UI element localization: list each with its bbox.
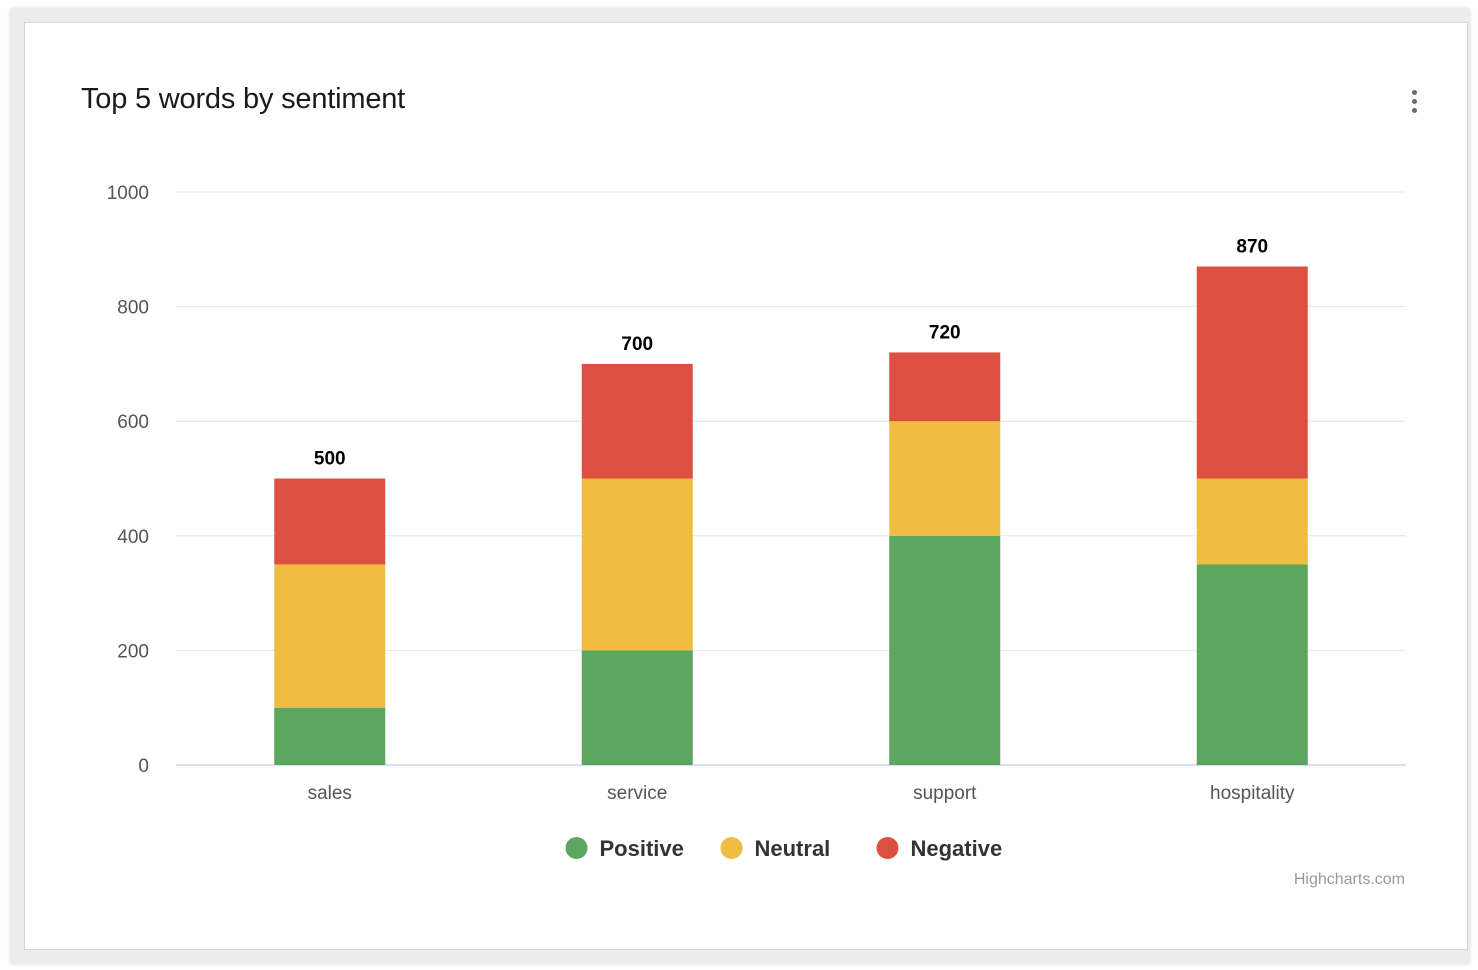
stacked-bar-chart: 0 200 400 600 800 1000 500 sales 700 service 720 su…	[107, 183, 1406, 861]
y-tick-label: 0	[138, 756, 149, 777]
bar-negative	[274, 478, 386, 565]
bar-positive	[581, 650, 693, 765]
menu-dot	[1411, 98, 1417, 104]
legend-marker-positive	[565, 837, 588, 859]
bar-positive	[889, 535, 1001, 765]
bar-neutral	[1196, 478, 1308, 565]
bar-neutral	[889, 421, 1001, 536]
x-tick-label: hospitality	[1210, 783, 1295, 804]
y-tick-label: 200	[117, 641, 149, 662]
legend-marker-neutral	[720, 837, 743, 859]
bar-negative	[581, 363, 693, 479]
bar-positive	[1196, 564, 1308, 765]
stack-total-label: 700	[621, 334, 653, 355]
legend-label-negative: Negative	[911, 836, 1003, 861]
x-tick-label: support	[913, 783, 977, 804]
bar-negative	[1196, 266, 1308, 479]
kebab-menu-icon[interactable]	[1402, 85, 1426, 117]
bar-negative	[889, 352, 1001, 422]
stack-total-label: 870	[1236, 236, 1268, 257]
y-tick-label: 800	[117, 298, 149, 319]
legend-label-neutral: Neutral	[755, 836, 831, 861]
chart-title: Top 5 words by sentiment	[81, 83, 406, 115]
y-tick-label: 400	[117, 527, 149, 548]
bar-positive	[274, 707, 386, 765]
chart-card: Top 5 words by sentiment 0 200 400 600 800 10…	[24, 22, 1468, 950]
bar-neutral	[581, 478, 693, 651]
menu-dot	[1411, 107, 1417, 113]
legend-label-positive: Positive	[600, 836, 684, 861]
y-tick-label: 1000	[107, 183, 149, 204]
menu-dot	[1411, 89, 1417, 95]
y-tick-label: 600	[117, 412, 149, 433]
stack-total-label: 500	[314, 449, 346, 470]
bar-neutral	[274, 564, 386, 708]
legend-marker-negative	[876, 837, 899, 859]
credits-link[interactable]: Highcharts.com	[1293, 871, 1405, 888]
x-tick-label: service	[607, 783, 667, 804]
stack-total-label: 720	[929, 322, 961, 343]
x-tick-label: sales	[308, 783, 352, 804]
